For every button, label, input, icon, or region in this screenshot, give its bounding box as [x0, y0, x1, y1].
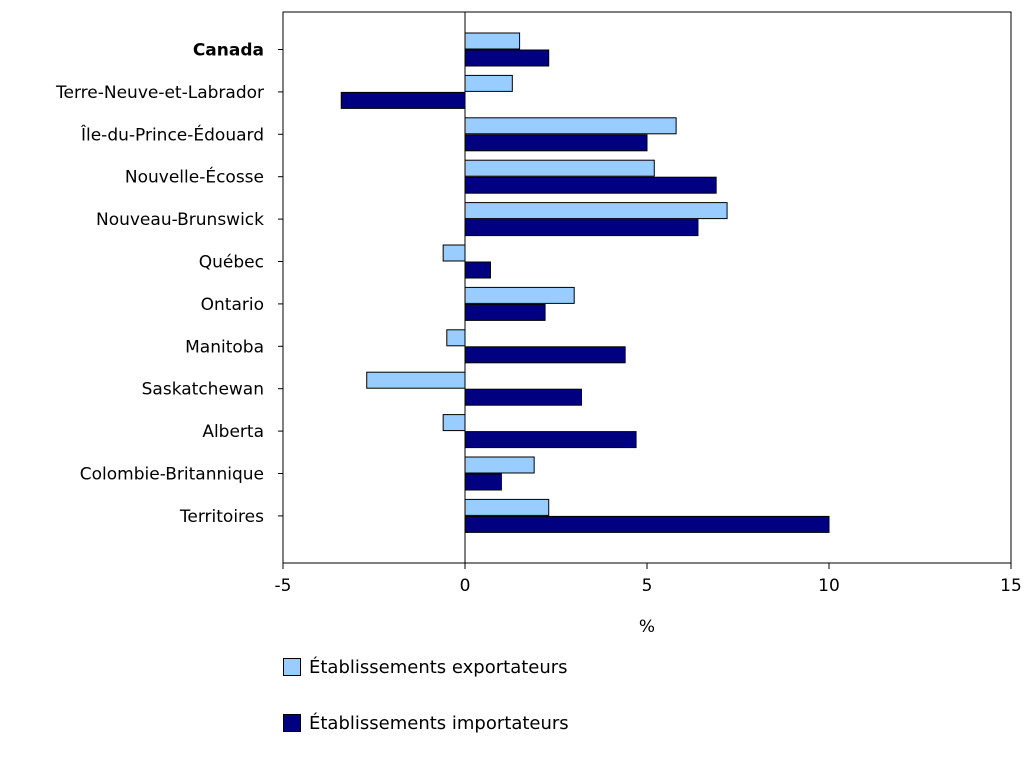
bar-exporters: [442, 244, 466, 262]
category-label: Alberta: [202, 422, 264, 442]
x-axis-title: %: [639, 617, 655, 637]
bar-importers: [340, 91, 466, 109]
bar-importers: [464, 431, 637, 449]
bar-importers: [464, 473, 502, 491]
bar-importers: [464, 303, 546, 321]
bar-chart: Canada Terre-Neuve-et-Labrador Île-du-Prin…: [55, 11, 1022, 637]
legend-item-importers: Établissements importateurs: [283, 712, 569, 734]
legend-swatch-exporters: [283, 658, 301, 676]
bar-importers: [464, 261, 491, 279]
x-axis-ticks: -5 0 5 10 15: [275, 563, 1022, 596]
legend-label-importers: Établissements importateurs: [309, 712, 569, 734]
bar-exporters: [464, 456, 535, 474]
x-tick-label: -5: [275, 576, 292, 596]
bar-importers: [464, 134, 648, 152]
category-label: Ontario: [201, 295, 264, 315]
legend-item-exporters: Établissements exportateurs: [283, 656, 569, 678]
category-label: Manitoba: [185, 337, 264, 357]
category-label: Nouvelle-Écosse: [125, 166, 264, 188]
legend-swatch-importers: [283, 714, 301, 732]
category-label: Nouveau-Brunswick: [96, 210, 264, 230]
bar-exporters: [464, 498, 550, 516]
bar-exporters: [464, 159, 655, 177]
bar-importers: [464, 346, 626, 364]
bar-exporters: [446, 329, 466, 347]
category-label: Terre-Neuve-et-Labrador: [55, 83, 264, 103]
bar-exporters: [366, 371, 466, 389]
bar-exporters: [464, 117, 677, 135]
x-tick-label: 0: [460, 576, 471, 596]
bar-importers: [464, 176, 717, 194]
bar-exporters: [464, 74, 513, 92]
category-labels: Canada Terre-Neuve-et-Labrador Île-du-Prin…: [55, 41, 283, 527]
bars-group: [340, 32, 830, 533]
category-label: Québec: [199, 253, 264, 273]
x-tick-label: 5: [642, 576, 653, 596]
bar-exporters: [464, 202, 728, 220]
category-label: Canada: [193, 41, 264, 61]
bar-importers: [464, 49, 550, 67]
bar-importers: [464, 388, 582, 406]
bar-exporters: [442, 414, 466, 432]
x-tick-label: 10: [818, 576, 840, 596]
category-label: Saskatchewan: [142, 380, 264, 400]
legend: Établissements exportateurs Établissemen…: [283, 656, 569, 768]
bar-exporters: [464, 286, 575, 304]
bar-importers: [464, 219, 699, 237]
x-tick-label: 15: [1000, 576, 1022, 596]
category-label: Île-du-Prince-Édouard: [80, 123, 264, 145]
category-label: Colombie-Britannique: [80, 465, 264, 485]
bar-importers: [464, 515, 830, 533]
category-label: Territoires: [179, 507, 264, 527]
legend-label-exporters: Établissements exportateurs: [309, 656, 568, 678]
bar-exporters: [464, 32, 521, 50]
